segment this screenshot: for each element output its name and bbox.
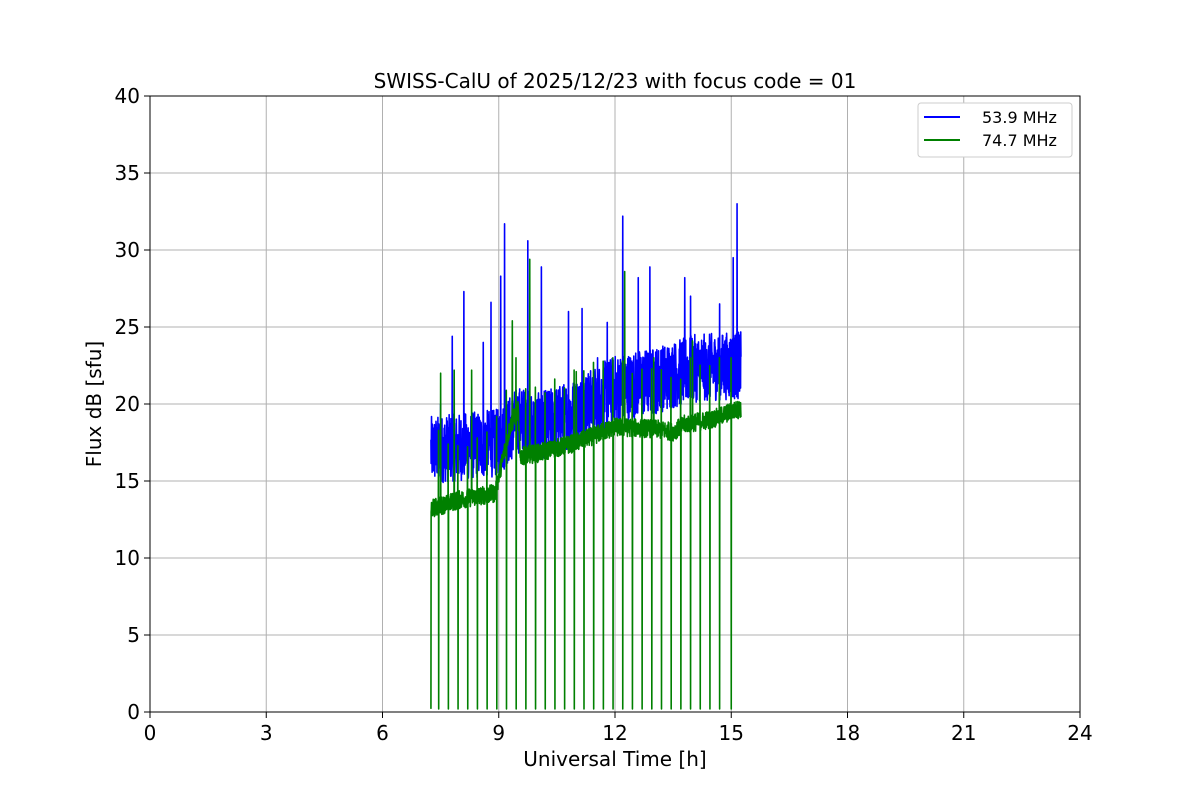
y-tick-label: 5	[127, 623, 140, 647]
x-tick-label: 24	[1067, 721, 1092, 745]
legend-label-53-9: 53.9 MHz	[982, 108, 1057, 127]
y-tick-label: 40	[115, 84, 140, 108]
x-tick-label: 12	[602, 721, 627, 745]
x-tick-label: 0	[144, 721, 157, 745]
y-tick-label: 30	[115, 238, 140, 262]
y-tick-label: 35	[115, 161, 140, 185]
x-tick-label: 3	[260, 721, 273, 745]
y-axis-label: Flux dB [sfu]	[82, 341, 106, 467]
x-tick-label: 9	[492, 721, 505, 745]
grid-lines	[149, 95, 1081, 713]
x-axis-label: Universal Time [h]	[523, 747, 706, 771]
legend: 53.9 MHz 74.7 MHz	[917, 102, 1073, 158]
axis-ticks: 0 3 6 9 12 15 18 21 24 0 5 10 15 20 25 30 35 40	[115, 84, 1093, 745]
legend-label-74-7: 74.7 MHz	[982, 131, 1057, 150]
y-tick-label: 25	[115, 315, 140, 339]
chart-title: SWISS-CalU of 2025/12/23 with focus code…	[374, 69, 857, 93]
x-tick-label: 6	[376, 721, 389, 745]
x-tick-label: 15	[719, 721, 744, 745]
series-layer	[430, 203, 742, 710]
y-tick-label: 20	[115, 392, 140, 416]
series-line-1	[430, 258, 742, 710]
y-tick-label: 15	[115, 469, 140, 493]
x-tick-label: 21	[951, 721, 976, 745]
y-tick-label: 0	[127, 700, 140, 724]
y-tick-label: 10	[115, 546, 140, 570]
series-line-0	[430, 203, 742, 484]
x-tick-label: 18	[835, 721, 860, 745]
